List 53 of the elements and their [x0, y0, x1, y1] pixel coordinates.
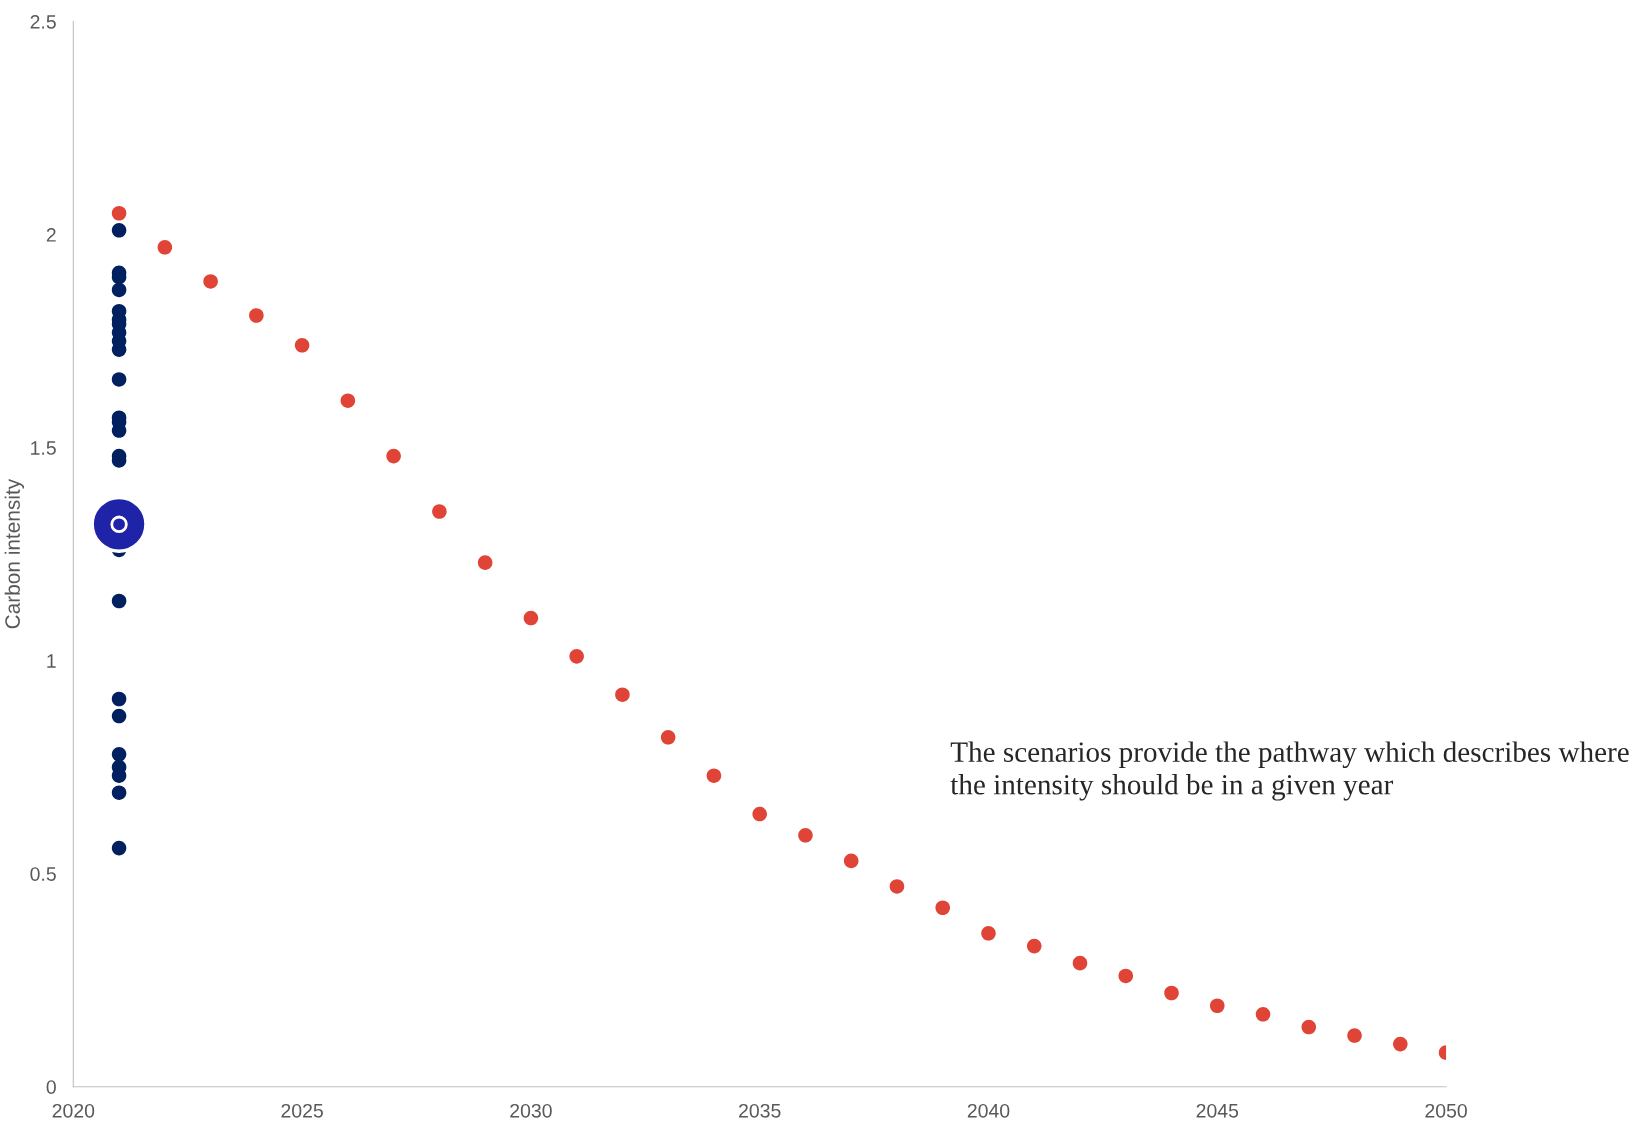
point	[706, 768, 722, 783]
point	[615, 687, 630, 703]
x-tick-label: 2030	[510, 1103, 552, 1118]
point	[1347, 1028, 1362, 1043]
point	[111, 840, 127, 856]
point	[340, 393, 356, 409]
point	[111, 747, 127, 762]
point	[203, 274, 218, 289]
point	[111, 691, 127, 707]
x-tick-label: 2040	[967, 1103, 1010, 1118]
y-tick-label: 0	[46, 1080, 56, 1094]
point	[1301, 1019, 1317, 1035]
y-tick-label: 1	[47, 654, 56, 668]
point	[523, 610, 539, 626]
point	[111, 205, 127, 221]
point	[1118, 968, 1134, 984]
point	[1072, 955, 1088, 971]
point	[157, 240, 173, 255]
point	[569, 649, 584, 664]
y-axis-title: Carbon intensity	[4, 478, 25, 629]
point	[249, 308, 264, 323]
x-tick-label: 2045	[1196, 1103, 1239, 1118]
point	[432, 504, 447, 519]
point	[798, 828, 813, 843]
x-tick-label: 2025	[281, 1103, 323, 1118]
point	[1393, 1036, 1408, 1052]
point	[386, 448, 401, 464]
point	[1026, 938, 1042, 954]
point	[1164, 985, 1179, 1001]
annotation: The scenarios provide the pathway which describes where the intensity should be in a given year	[950, 741, 1629, 801]
point	[1209, 998, 1225, 1014]
x-tick-label: 2035	[739, 1103, 781, 1118]
point	[111, 785, 127, 800]
x-tick-label: 2050	[1425, 1103, 1467, 1118]
x-tick-label: 2020	[52, 1103, 95, 1118]
y-tick-label: 2	[46, 228, 56, 242]
point	[889, 879, 905, 894]
point	[294, 338, 310, 353]
point	[477, 555, 493, 570]
point	[843, 853, 859, 869]
point	[981, 926, 996, 941]
point	[752, 806, 767, 822]
y-tick-label: 1.5	[31, 441, 56, 455]
y-tick-label: 0.5	[30, 867, 56, 881]
point	[1255, 1007, 1271, 1022]
point	[111, 372, 127, 387]
point	[111, 708, 127, 724]
point	[111, 223, 127, 238]
point	[935, 900, 951, 916]
point	[111, 282, 127, 298]
point	[660, 730, 676, 745]
y-tick-label: 2.5	[30, 14, 56, 29]
point	[111, 593, 127, 609]
